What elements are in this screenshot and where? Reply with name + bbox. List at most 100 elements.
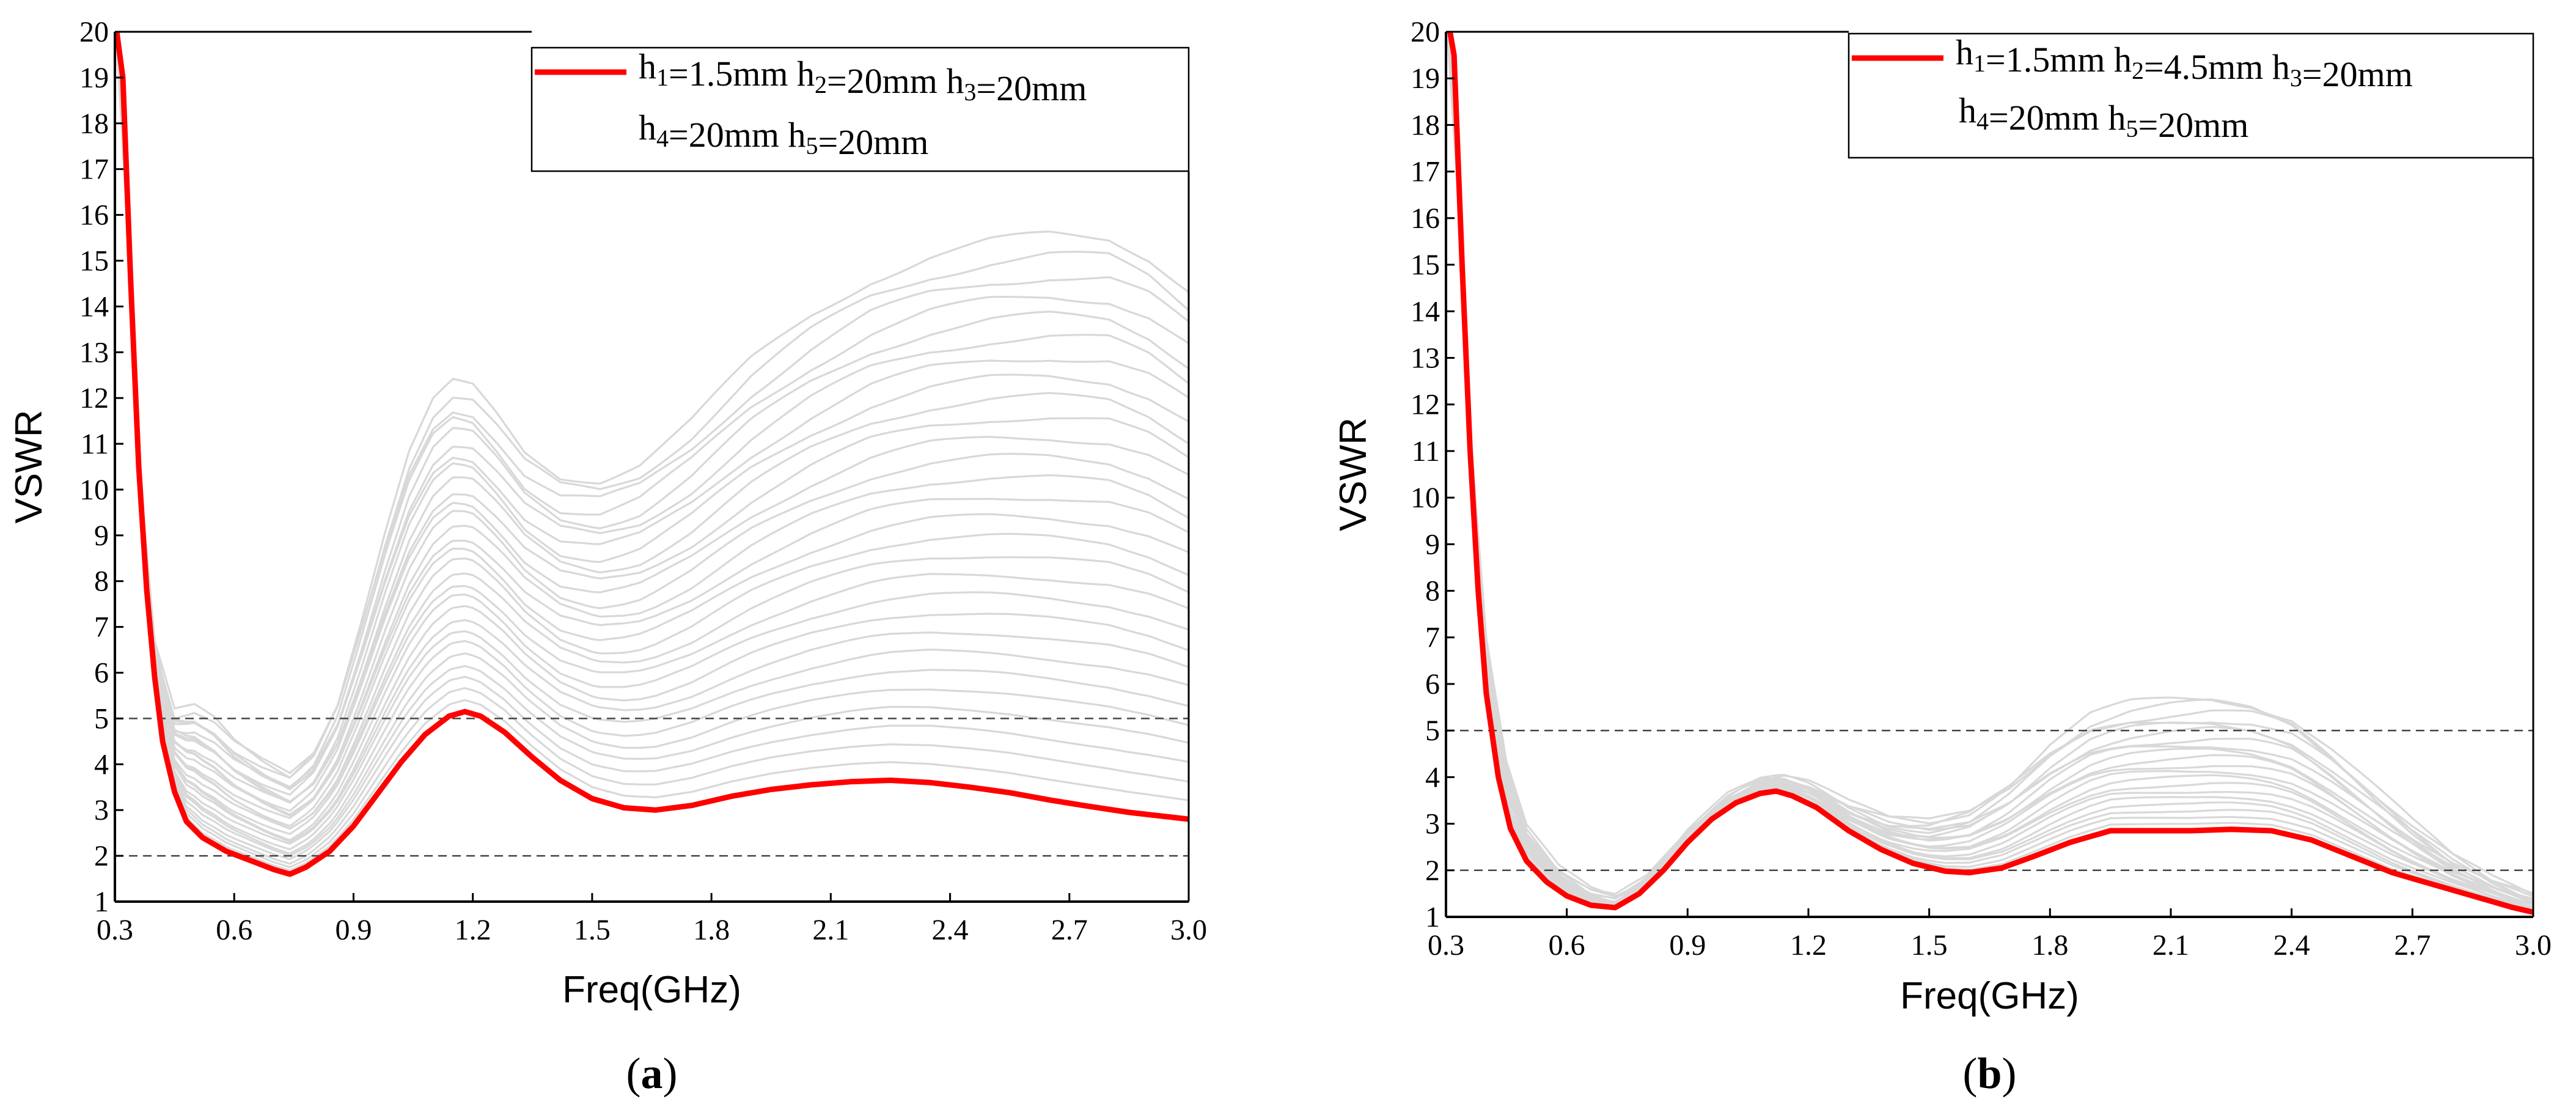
background-series-line bbox=[115, 32, 1189, 843]
x-tick-label: 1.2 bbox=[1790, 929, 1827, 962]
y-tick-label: 14 bbox=[1411, 295, 1440, 328]
highlight-series-line bbox=[115, 32, 1189, 877]
x-tick-label: 1.2 bbox=[455, 914, 491, 946]
background-series-line bbox=[1446, 32, 2533, 902]
x-tick-label: 2.7 bbox=[2394, 929, 2431, 962]
y-tick-label: 14 bbox=[79, 290, 109, 323]
background-series-line bbox=[115, 32, 1189, 845]
legend-box bbox=[1848, 32, 2534, 159]
legend-box bbox=[530, 46, 1190, 172]
background-series-line bbox=[1447, 32, 2533, 905]
y-tick-label: 19 bbox=[79, 62, 109, 94]
y-axis-label: VSWR bbox=[8, 410, 50, 524]
legend-label-line-1: h1=1.5mm h2=20mm h3=20mm bbox=[639, 46, 1087, 108]
x-tick-label: 2.1 bbox=[2152, 929, 2189, 962]
x-axis-label: Freq(GHz) bbox=[562, 969, 741, 1011]
x-tick-label: 0.6 bbox=[216, 914, 252, 946]
y-tick-label: 15 bbox=[1411, 249, 1440, 281]
y-tick-label: 20 bbox=[1411, 16, 1440, 48]
background-series-line bbox=[115, 32, 1189, 857]
x-tick-label: 0.6 bbox=[1549, 929, 1585, 962]
y-tick-label: 1 bbox=[94, 886, 109, 918]
x-tick-label: 0.9 bbox=[335, 914, 372, 946]
x-axis-label: Freq(GHz) bbox=[1900, 975, 2079, 1017]
x-tick-label: 0.3 bbox=[1428, 929, 1464, 962]
background-series-line bbox=[1446, 32, 2533, 896]
background-series-line bbox=[116, 32, 1189, 872]
y-tick-label: 10 bbox=[79, 474, 109, 506]
y-tick-label: 18 bbox=[1411, 109, 1440, 141]
legend-label-line-2: h4=20mm h5=20mm bbox=[1959, 90, 2248, 145]
background-series-line bbox=[115, 32, 1189, 779]
y-tick-label: 7 bbox=[94, 611, 109, 644]
background-series-line bbox=[116, 32, 1189, 828]
y-tick-label: 17 bbox=[1411, 156, 1440, 188]
background-series-line bbox=[115, 32, 1189, 817]
legend-label-line-2: h4=20mm h5=20mm bbox=[639, 108, 928, 162]
x-tick-label: 3.0 bbox=[2515, 929, 2552, 962]
x-tick-label: 1.5 bbox=[1911, 929, 1948, 962]
y-tick-label: 9 bbox=[1425, 528, 1440, 561]
x-tick-label: 0.3 bbox=[97, 914, 133, 946]
y-tick-label: 15 bbox=[79, 245, 109, 277]
background-series-line bbox=[116, 32, 1189, 865]
y-tick-label: 16 bbox=[79, 199, 109, 232]
y-tick-label: 9 bbox=[94, 520, 109, 552]
background-series-line bbox=[115, 32, 1189, 804]
background-series-line bbox=[116, 32, 1189, 836]
y-tick-label: 4 bbox=[94, 748, 109, 781]
background-series-line bbox=[115, 32, 1189, 796]
y-axis-label: VSWR bbox=[1332, 417, 1374, 531]
panel-caption: (b) bbox=[1962, 1049, 2016, 1098]
background-series-line bbox=[116, 32, 1189, 812]
y-tick-label: 5 bbox=[1425, 715, 1440, 747]
x-tick-label: 1.5 bbox=[574, 914, 611, 946]
y-tick-label: 1 bbox=[1425, 901, 1440, 933]
y-tick-label: 3 bbox=[94, 794, 109, 826]
y-tick-label: 6 bbox=[94, 657, 109, 690]
background-series-line bbox=[116, 32, 1189, 842]
y-tick-label: 8 bbox=[94, 565, 109, 598]
x-tick-label: 2.4 bbox=[2273, 929, 2310, 962]
y-tick-label: 13 bbox=[79, 336, 109, 369]
y-tick-label: 10 bbox=[1411, 482, 1440, 514]
y-tick-label: 17 bbox=[79, 153, 109, 186]
y-tick-label: 4 bbox=[1425, 761, 1440, 793]
y-tick-label: 3 bbox=[1425, 808, 1440, 840]
background-series-line bbox=[116, 32, 1189, 790]
legend-label-line-1: h1=1.5mm h2=4.5mm h3=20mm bbox=[1956, 32, 2413, 94]
background-series-line bbox=[115, 32, 1189, 830]
x-tick-label: 2.1 bbox=[812, 914, 849, 946]
y-tick-label: 11 bbox=[81, 428, 109, 460]
x-tick-label: 2.4 bbox=[932, 914, 969, 946]
background-curves bbox=[115, 32, 1189, 872]
background-series-line bbox=[115, 32, 1189, 820]
y-tick-label: 8 bbox=[1425, 575, 1440, 608]
y-tick-label: 2 bbox=[94, 840, 109, 872]
y-tick-label: 11 bbox=[1412, 435, 1440, 468]
y-tick-label: 18 bbox=[79, 108, 109, 140]
y-tick-label: 7 bbox=[1425, 622, 1440, 654]
y-tick-label: 12 bbox=[1411, 389, 1440, 421]
background-series-line bbox=[116, 32, 1189, 869]
x-tick-label: 1.8 bbox=[693, 914, 730, 946]
panel-caption: (a) bbox=[626, 1049, 678, 1098]
background-series-line bbox=[115, 32, 1189, 774]
background-series-line bbox=[116, 32, 1189, 855]
highlight-series-line bbox=[1447, 32, 2533, 915]
background-series-line bbox=[116, 32, 1189, 861]
y-tick-label: 20 bbox=[79, 16, 109, 48]
y-tick-label: 2 bbox=[1425, 855, 1440, 887]
x-tick-label: 0.9 bbox=[1669, 929, 1706, 962]
y-tick-label: 6 bbox=[1425, 668, 1440, 701]
y-tick-label: 5 bbox=[94, 702, 109, 735]
y-tick-label: 13 bbox=[1411, 342, 1440, 374]
x-tick-label: 3.0 bbox=[1170, 914, 1207, 946]
y-tick-label: 19 bbox=[1411, 62, 1440, 95]
y-tick-label: 16 bbox=[1411, 202, 1440, 235]
